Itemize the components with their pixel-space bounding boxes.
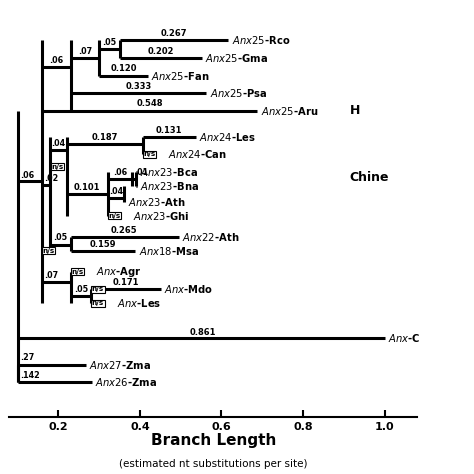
Text: 0.171: 0.171 [112, 278, 139, 287]
Text: .07: .07 [44, 271, 58, 280]
Text: $\it{Anx}$-Les: $\it{Anx}$-Les [117, 297, 161, 309]
Text: 0.202: 0.202 [147, 47, 174, 56]
Text: 0.101: 0.101 [74, 182, 100, 191]
Text: H: H [350, 104, 360, 117]
Text: n/s: n/s [92, 286, 104, 292]
Text: .06: .06 [20, 171, 34, 180]
Text: 0.333: 0.333 [125, 82, 151, 91]
Text: n/s: n/s [51, 164, 64, 170]
Text: n/s: n/s [92, 300, 104, 306]
Text: $\it{Anx24}$-Can: $\it{Anx24}$-Can [168, 148, 228, 160]
Text: .05: .05 [74, 285, 88, 294]
Text: n/s: n/s [43, 248, 55, 254]
Text: .07: .07 [78, 47, 92, 56]
Text: $\it{Anx23}$-Ghi: $\it{Anx23}$-Ghi [133, 210, 190, 222]
Text: $\it{Anx}$-C: $\it{Anx}$-C [388, 332, 420, 344]
Text: 0.267: 0.267 [161, 29, 187, 38]
Text: $\it{Anx18}$-Msa: $\it{Anx18}$-Msa [139, 245, 199, 257]
Text: 0.120: 0.120 [110, 64, 137, 73]
Text: .27: .27 [20, 354, 34, 363]
Text: Chine: Chine [350, 171, 389, 183]
Text: $\it{Anx27}$-Zma: $\it{Anx27}$-Zma [89, 358, 151, 371]
Text: $\it{Anx26}$-Zma: $\it{Anx26}$-Zma [95, 376, 157, 388]
X-axis label: Branch Length: Branch Length [151, 433, 276, 448]
Text: $\it{Anx23}$-Bca: $\it{Anx23}$-Bca [140, 166, 198, 178]
Text: n/s: n/s [144, 151, 156, 157]
Text: .142: .142 [20, 371, 39, 380]
Text: 0.548: 0.548 [137, 100, 163, 109]
Text: .02: .02 [44, 174, 58, 183]
Text: $\it{Anx}$-Agr: $\it{Anx}$-Agr [96, 264, 142, 279]
Text: 0.265: 0.265 [111, 226, 138, 235]
Text: $\it{Anx25}$-Aru: $\it{Anx25}$-Aru [261, 105, 318, 117]
Text: .01: .01 [134, 168, 148, 177]
Text: .04: .04 [109, 187, 123, 196]
Text: .04: .04 [51, 139, 65, 148]
Text: $\it{Anx23}$-Ath: $\it{Anx23}$-Ath [128, 196, 185, 208]
Text: $\it{Anx24}$-Les: $\it{Anx24}$-Les [200, 131, 256, 143]
Text: n/s: n/s [72, 269, 84, 275]
Text: (estimated nt substitutions per site): (estimated nt substitutions per site) [119, 459, 308, 469]
Text: .06: .06 [113, 168, 127, 177]
Text: 0.861: 0.861 [190, 328, 216, 337]
Text: 0.131: 0.131 [156, 126, 182, 135]
Text: $\it{Anx25}$-Fan: $\it{Anx25}$-Fan [151, 70, 210, 82]
Text: .05: .05 [102, 38, 117, 47]
Text: .06: .06 [49, 55, 64, 64]
Text: $\it{Anx23}$-Bna: $\it{Anx23}$-Bna [140, 180, 199, 192]
Text: $\it{Anx22}$-Ath: $\it{Anx22}$-Ath [182, 231, 239, 243]
Text: $\it{Anx}$-Mdo: $\it{Anx}$-Mdo [164, 283, 213, 295]
Text: $\it{Anx25}$-Rco: $\it{Anx25}$-Rco [232, 35, 290, 46]
Text: $\it{Anx25}$-Psa: $\it{Anx25}$-Psa [210, 87, 267, 99]
Text: n/s: n/s [109, 213, 121, 219]
Text: 0.187: 0.187 [91, 133, 118, 142]
Text: 0.159: 0.159 [90, 239, 116, 248]
Text: .05: .05 [54, 234, 67, 243]
Text: $\it{Anx25}$-Gma: $\it{Anx25}$-Gma [205, 52, 268, 64]
